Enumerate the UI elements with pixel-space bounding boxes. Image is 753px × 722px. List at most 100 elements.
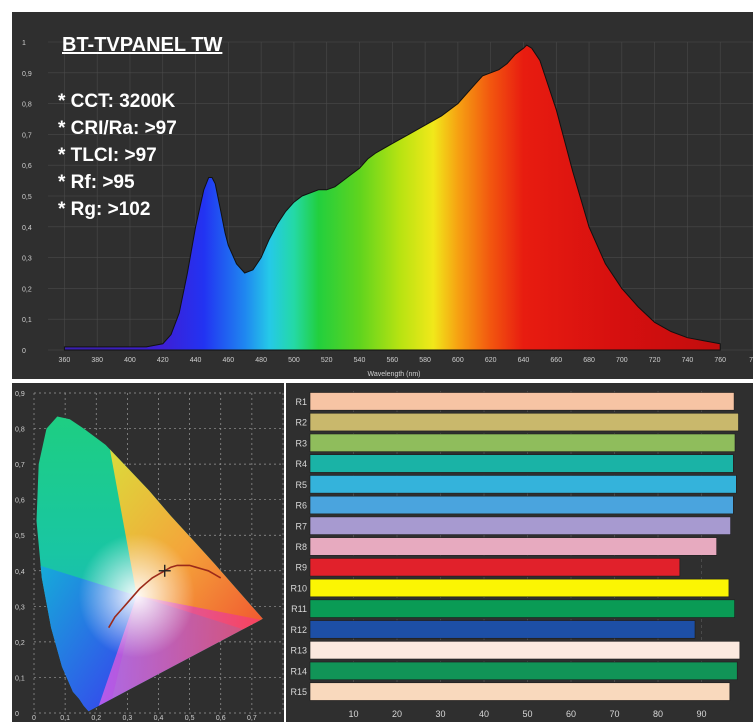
cri-x-tick: 90 bbox=[696, 709, 706, 719]
spectrum-x-tick: 660 bbox=[550, 357, 562, 364]
cri-label-r7: R7 bbox=[295, 521, 307, 531]
cri-bar-r10 bbox=[309, 578, 730, 598]
spectrum-x-tick: 420 bbox=[157, 357, 169, 364]
spectrum-x-tick: 760 bbox=[714, 357, 726, 364]
cie-y-tick: 0,4 bbox=[15, 569, 25, 576]
spectrum-y-tick: 1 bbox=[22, 40, 26, 47]
cri-x-tick: 10 bbox=[348, 709, 358, 719]
cie-diagram: 0 0,1 0,2 0,3 0,4 0,5 0,6 0,7 0 0,1 0,2 0,3 0,4 0,5 0… bbox=[12, 383, 284, 722]
cri-label-r1: R1 bbox=[295, 397, 307, 407]
spectrum-y-tick: 0,1 bbox=[22, 317, 32, 324]
spectrum-x-tick: 640 bbox=[518, 357, 530, 364]
cri-label-r11: R11 bbox=[291, 604, 307, 614]
cri-x-tick: 70 bbox=[609, 709, 619, 719]
spectrum-y-tick: 0,8 bbox=[22, 102, 32, 109]
cie-y-tick: 0,8 bbox=[15, 427, 25, 434]
spectrum-annotation: * CCT: 3200K bbox=[58, 91, 175, 112]
spectrum-annotations: * CCT: 3200K * CRI/Ra: >97 * TLCI: >97 * Rf… bbox=[58, 91, 177, 220]
spectrum-svg: 360 380 400 420 440 460 480 500 520 540 560 580 600 6… bbox=[22, 34, 753, 378]
cri-x-tick: 30 bbox=[435, 709, 445, 719]
spectrum-x-ticks: 360 380 400 420 440 460 480 500 520 540 560 580 600 6… bbox=[59, 357, 753, 364]
spectrum-annotation: * TLCI: >97 bbox=[58, 145, 157, 166]
cie-x-tick: 0 bbox=[32, 715, 36, 722]
cie-x-tick: 0,2 bbox=[91, 715, 101, 722]
cie-y-tick: 0,7 bbox=[15, 462, 25, 469]
cri-bar-r15 bbox=[309, 682, 731, 701]
cie-y-tick: 0,3 bbox=[15, 604, 25, 611]
cri-label-r14: R14 bbox=[290, 666, 307, 676]
cri-label-r3: R3 bbox=[295, 438, 307, 448]
spectrum-annotation: * Rg: >102 bbox=[58, 199, 150, 220]
spectrum-x-tick: 440 bbox=[190, 357, 202, 364]
chromaticity-marker bbox=[158, 564, 171, 577]
spectrum-x-tick: 460 bbox=[223, 357, 235, 364]
spectrum-annotation: * Rf: >95 bbox=[58, 172, 135, 193]
cri-x-tick: 20 bbox=[392, 709, 402, 719]
cie-x-ticks: 0 0,1 0,2 0,3 0,4 0,5 0,6 0,7 bbox=[32, 715, 257, 722]
cri-label-r6: R6 bbox=[295, 501, 307, 511]
spectrum-x-tick: 78 bbox=[749, 357, 753, 364]
cri-label-r4: R4 bbox=[295, 459, 307, 469]
cri-x-tick: 60 bbox=[566, 709, 576, 719]
cri-label-r5: R5 bbox=[295, 480, 307, 490]
spectrum-x-tick: 680 bbox=[583, 357, 595, 364]
cie-y-tick: 0,9 bbox=[15, 391, 25, 398]
cri-bar-r7 bbox=[309, 516, 731, 535]
spectrum-x-tick: 500 bbox=[288, 357, 300, 364]
cie-x-tick: 0,5 bbox=[185, 715, 195, 722]
cri-bar-r13 bbox=[309, 640, 741, 660]
cie-y-tick: 0 bbox=[15, 711, 19, 718]
cri-label-r15: R15 bbox=[290, 687, 307, 697]
cie-y-tick: 0,2 bbox=[15, 640, 25, 647]
cie-y-tick: 0,5 bbox=[15, 533, 25, 540]
spectrum-x-tick: 400 bbox=[124, 357, 136, 364]
spectrum-y-tick: 0,7 bbox=[22, 132, 32, 139]
cie-x-tick: 0,1 bbox=[60, 715, 70, 722]
cri-x-tick: 40 bbox=[479, 709, 489, 719]
spectrum-x-tick: 740 bbox=[682, 357, 694, 364]
cri-label-r8: R8 bbox=[295, 542, 307, 552]
spectrum-y-ticks: 0 0,1 0,2 0,3 0,4 0,5 0,6 0,7 0,8 0,9 1 bbox=[22, 40, 32, 355]
cri-x-tick: 50 bbox=[522, 709, 532, 719]
cie-svg: 0 0,1 0,2 0,3 0,4 0,5 0,6 0,7 00,10,20,30,40,50… bbox=[15, 391, 284, 722]
cri-bar-chart: R1 R2 R3 R4 R5 R6 R7 R8 R9 R10 R11 R12 R13 R14 R15 10 2… bbox=[286, 383, 753, 722]
spectrum-y-tick: 0 bbox=[22, 348, 26, 355]
spectrum-title: BT-TVPANEL TW bbox=[62, 34, 222, 56]
cri-bar-r14 bbox=[309, 661, 738, 681]
cri-label-r10: R10 bbox=[290, 583, 307, 593]
cri-label-r12: R12 bbox=[290, 625, 307, 635]
cri-bar-r11 bbox=[309, 599, 735, 618]
spectrum-chart: 360 380 400 420 440 460 480 500 520 540 560 580 600 6… bbox=[12, 12, 753, 379]
spectrum-area bbox=[63, 44, 721, 351]
cri-bar-r8 bbox=[309, 537, 718, 556]
cri-svg: R1 R2 R3 R4 R5 R6 R7 R8 R9 R10 R11 R12 R13 R14 R15 10 2… bbox=[290, 391, 741, 719]
spectrum-x-tick: 700 bbox=[616, 357, 628, 364]
spectrum-x-tick: 480 bbox=[255, 357, 267, 364]
cri-label-r13: R13 bbox=[290, 646, 307, 656]
cri-x-ticks: 10 20 30 40 50 60 70 80 90 bbox=[348, 709, 706, 719]
spectrum-xlabel: Wavelength (nm) bbox=[367, 371, 420, 378]
cie-y-tick: 0,1 bbox=[15, 675, 25, 682]
spectrum-y-tick: 0,3 bbox=[22, 256, 32, 263]
cri-bar-r5 bbox=[309, 475, 737, 494]
cie-x-tick: 0,6 bbox=[216, 715, 226, 722]
cri-bar-r9 bbox=[309, 558, 681, 577]
cri-bars bbox=[309, 392, 741, 701]
cie-horseshoe bbox=[36, 416, 263, 712]
cri-bar-r3 bbox=[309, 433, 736, 452]
spectrum-x-tick: 560 bbox=[386, 357, 398, 364]
cri-label-r9: R9 bbox=[295, 563, 307, 573]
spectrum-x-tick: 360 bbox=[59, 357, 71, 364]
spectrum-y-tick: 0,2 bbox=[22, 286, 32, 293]
cie-y-ticks: 0 0,1 0,2 0,3 0,4 0,5 0,6 0,7 0,8 0,9 bbox=[15, 391, 25, 718]
cri-bar-r2 bbox=[309, 412, 739, 432]
spectrum-x-tick: 540 bbox=[354, 357, 366, 364]
spectrum-x-tick: 720 bbox=[649, 357, 661, 364]
cri-bar-r1 bbox=[309, 392, 735, 411]
cie-x-tick: 0,7 bbox=[247, 715, 257, 722]
spectrum-y-tick: 0,4 bbox=[22, 225, 32, 232]
cri-labels: R1 R2 R3 R4 R5 R6 R7 R8 R9 R10 R11 R12 R13 R14 R15 bbox=[290, 397, 307, 697]
spectrum-y-tick: 0,5 bbox=[22, 194, 32, 201]
spectrum-y-tick: 0,6 bbox=[22, 163, 32, 170]
cie-x-tick: 0,4 bbox=[154, 715, 164, 722]
